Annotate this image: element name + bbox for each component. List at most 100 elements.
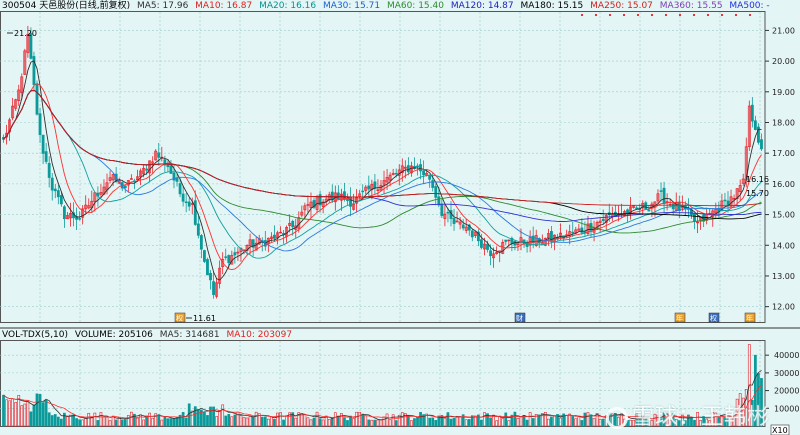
ma30-line: [3, 89, 762, 252]
volume-bar: [93, 412, 97, 427]
volume-bar: [705, 418, 709, 427]
volume-bar: [69, 414, 72, 427]
candle-body: [41, 134, 45, 154]
candle-body: [416, 165, 419, 168]
volume-bar: [260, 416, 264, 427]
volume-bar: [653, 413, 657, 427]
volume-bar: [473, 415, 477, 427]
volume-bar: [114, 419, 118, 427]
volume-bar: [90, 417, 94, 427]
volume-bar: [239, 415, 243, 427]
volume-bar: [638, 419, 642, 427]
volume-bar: [595, 413, 599, 427]
top-marker-dot: [636, 13, 640, 17]
event-marker-label: 权: [176, 314, 183, 323]
candle-body: [17, 89, 21, 101]
volume-bar: [540, 413, 544, 427]
vol-ma10-label: MA10: 203097: [226, 330, 293, 340]
ma20-line: [3, 89, 762, 259]
volume-bar: [327, 419, 331, 427]
ma20-label: MA20: 16.16: [259, 1, 317, 11]
volume-bar: [708, 420, 712, 427]
volume-bar: [349, 415, 352, 427]
volume-bar: [172, 418, 176, 427]
volume-bar: [367, 419, 371, 427]
ma120-label: MA120: 14.87: [450, 1, 514, 11]
volume-bar: [227, 414, 231, 427]
volume-bar: [589, 414, 593, 427]
candle-body: [388, 174, 392, 181]
volume-bar: [635, 413, 639, 427]
candle-body: [35, 83, 39, 115]
volume-bar: [184, 417, 188, 427]
candle-body: [406, 165, 410, 173]
candle-body: [364, 186, 368, 191]
volume-bar: [434, 419, 438, 427]
price-tick-label: 14.00: [772, 241, 795, 250]
candle-body: [251, 239, 255, 248]
candle-body: [172, 172, 176, 181]
ma30-label: MA30: 15.71: [323, 1, 381, 11]
volume-bar: [23, 403, 27, 427]
candle-body: [458, 221, 462, 225]
volume-bar: [510, 414, 514, 427]
volume-bar: [294, 417, 298, 427]
candle-body: [656, 193, 660, 202]
volume-bar: [72, 414, 75, 427]
volume-bar: [41, 402, 45, 427]
volume-bar: [273, 418, 276, 427]
candle-body: [757, 126, 760, 143]
candle-body: [647, 209, 651, 212]
candle-body: [142, 167, 145, 175]
candle-body: [403, 166, 407, 169]
candle-body: [187, 201, 191, 207]
volume-bar: [108, 420, 112, 427]
volume-bar: [53, 414, 57, 427]
volume-bar: [35, 393, 39, 427]
candle-body: [452, 218, 456, 224]
price-marker-label: 16.16: [746, 175, 769, 184]
volume-bar: [251, 416, 255, 427]
volume-bar: [166, 418, 170, 427]
volume-bar: [556, 414, 559, 427]
candle-body: [32, 56, 36, 85]
event-marker-box: [674, 312, 686, 323]
candle-body: [394, 172, 398, 175]
volume-bar: [492, 414, 495, 427]
volume-bar: [501, 418, 505, 427]
volume-bar: [394, 420, 398, 427]
ma5-line: [3, 60, 762, 281]
candle-body: [410, 165, 413, 174]
volume-tick-label: 20000: [774, 387, 799, 396]
volume-bar: [178, 414, 182, 427]
volume-bar: [422, 414, 425, 427]
volume-bar: [257, 413, 261, 427]
volume-bar: [145, 415, 148, 427]
volume-bar: [343, 417, 346, 427]
volume-bar: [279, 412, 282, 427]
candle-body: [248, 239, 252, 246]
candle-body: [169, 165, 173, 174]
volume-bar: [44, 399, 48, 427]
volume-bar: [352, 418, 355, 427]
candle-body: [623, 211, 626, 216]
top-marker-dot: [650, 13, 654, 17]
top-marker-dot: [664, 13, 668, 17]
ma10-label: MA10: 16.87: [195, 1, 253, 11]
volume-bar: [702, 416, 706, 427]
candle-body: [431, 180, 435, 188]
volume-bar: [136, 417, 139, 427]
volume-bar: [732, 415, 736, 427]
event-marker-label: 财: [516, 314, 523, 323]
volume-bar: [224, 415, 228, 427]
volume-bar: [120, 419, 124, 427]
candle-body: [455, 220, 459, 223]
volume-bar: [534, 414, 538, 427]
volume-bar: [507, 420, 511, 427]
price-tick-label: 16.00: [772, 180, 795, 189]
volume-bar: [20, 405, 24, 427]
candle-body: [382, 180, 386, 185]
candle-body: [473, 231, 477, 236]
volume-bar: [677, 420, 681, 427]
